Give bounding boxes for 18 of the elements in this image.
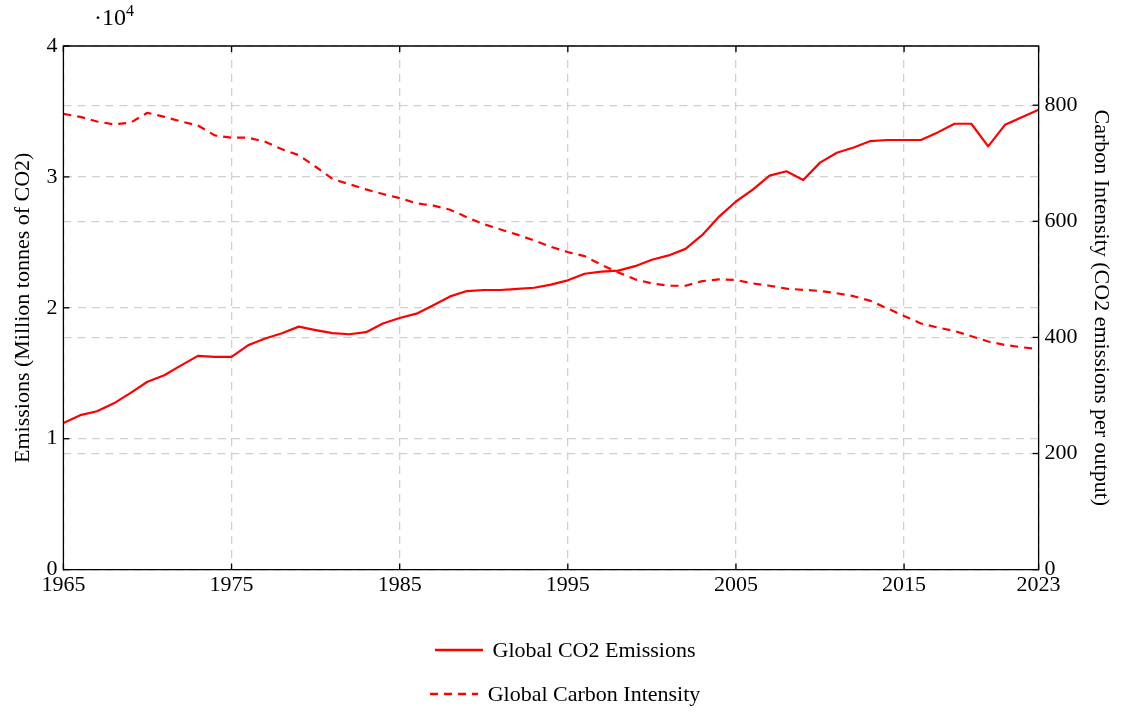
legend-label: Global CO2 Emissions <box>492 637 696 663</box>
y2-tick-label: 800 <box>1044 90 1078 116</box>
x-tick-label: 1985 <box>377 570 422 596</box>
x-tick-label: 1995 <box>545 570 590 596</box>
text: ·10$^{4}$ <box>94 2 134 31</box>
y2-axis-title: Carbon Intensity (CO2 emissions per output) <box>1090 109 1116 507</box>
y-tick-label: 2 <box>46 293 58 319</box>
y-axis-title: Emissions (Million tonnes of CO2) <box>8 152 34 464</box>
x-tick-label: 2005 <box>713 570 758 596</box>
y2-tick-label: 400 <box>1044 323 1078 349</box>
y2-tick-label: 600 <box>1044 207 1078 233</box>
x-tick-label: 2015 <box>882 570 927 596</box>
legend-label: Global Carbon Intensity <box>487 681 701 707</box>
y2-tick-label: 200 <box>1044 439 1078 465</box>
y-tick-label: 3 <box>46 162 58 188</box>
y-tick-label: 4 <box>46 31 58 57</box>
x-tick-label: 1975 <box>209 570 254 596</box>
y-tick-label: 1 <box>46 424 58 450</box>
